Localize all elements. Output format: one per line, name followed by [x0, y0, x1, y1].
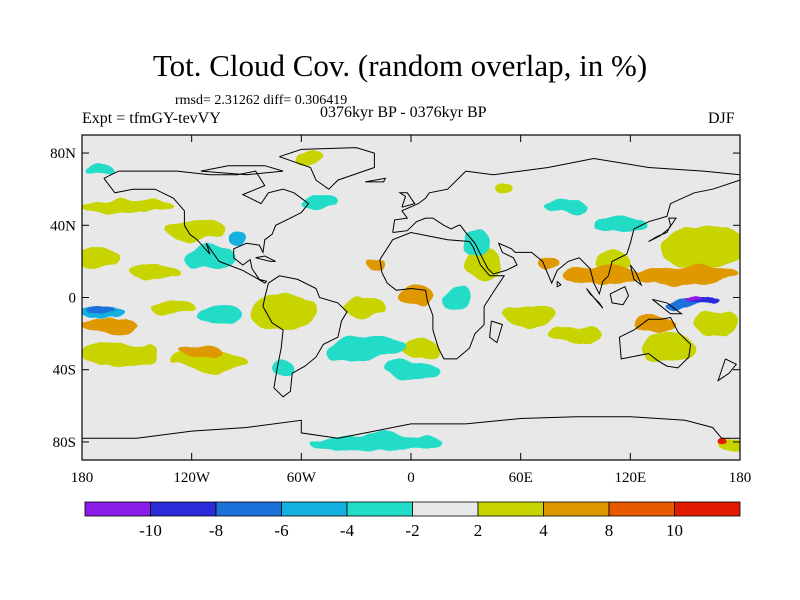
anomaly-region — [343, 297, 388, 316]
coastline — [365, 177, 387, 183]
experiment-label: Expt = tfmGY-tevVY — [82, 110, 221, 127]
anomaly-region — [178, 346, 223, 358]
colorbar-label: 10 — [666, 521, 683, 540]
colorbar-swatch — [674, 501, 741, 517]
x-tick-label: 180 — [729, 470, 752, 486]
anomaly-region — [635, 315, 680, 334]
colorbar-swatch — [215, 501, 282, 517]
anomaly-region — [310, 432, 439, 451]
coastline — [489, 320, 504, 344]
anomaly-region — [82, 342, 159, 368]
anomaly-region — [272, 360, 295, 379]
y-tick-label: 0 — [69, 291, 77, 307]
colorbar-swatch — [543, 501, 610, 517]
anomaly-region — [82, 200, 174, 215]
anomaly-region — [562, 266, 644, 285]
x-axis: 180 120W 60W 0 60E 120E 180 — [71, 135, 752, 486]
anomaly-region — [301, 194, 338, 213]
anomaly-region — [544, 200, 589, 215]
anomaly-region — [491, 180, 514, 191]
x-tick-label: 120E — [614, 470, 646, 486]
anomaly-region — [184, 245, 236, 271]
coastline — [717, 358, 738, 382]
anomaly-region — [365, 259, 384, 271]
anomaly-region — [659, 225, 740, 269]
coastline — [103, 170, 310, 284]
plot-title: Tot. Cloud Cov. (random overlap, in %) — [152, 48, 648, 83]
y-axis: 80N 40N 0 40S 80S — [50, 146, 740, 451]
anomaly-region — [685, 296, 704, 303]
coastline — [255, 255, 276, 262]
y-tick-label: 80S — [53, 435, 76, 451]
anomaly-region — [504, 306, 556, 325]
anomaly-region — [166, 218, 225, 240]
anomaly-region — [85, 306, 115, 314]
anomaly-region — [250, 293, 316, 331]
x-tick-label: 0 — [407, 470, 415, 486]
anomaly-region — [325, 335, 406, 361]
season-label: DJF — [708, 110, 735, 127]
colorbar-swatch — [84, 501, 151, 517]
colorbar-swatch — [608, 501, 675, 517]
coastline — [648, 217, 677, 242]
anomaly-region — [716, 438, 728, 446]
colorbar-label: -10 — [139, 521, 162, 540]
colorbar-label: -6 — [274, 521, 288, 540]
anomaly-region — [383, 360, 439, 379]
coastline — [556, 280, 562, 288]
anomaly-region — [82, 317, 137, 332]
coastline — [200, 165, 284, 176]
anomaly-region — [82, 246, 123, 269]
x-tick-label: 180 — [71, 470, 94, 486]
y-tick-label: 80N — [50, 146, 76, 162]
anomaly-region — [85, 165, 115, 177]
colorbar-swatch — [281, 501, 348, 517]
anomaly-region — [197, 306, 242, 325]
rmsd-diff-stats: rmsd= 2.31262 diff= 0.306419 — [175, 93, 348, 108]
coastline — [609, 286, 630, 306]
colorbar-label: 4 — [539, 521, 548, 540]
period-label: 0376kyr BP - 0376kyr BP — [320, 104, 487, 121]
coastline — [398, 192, 416, 208]
anomaly-region — [295, 149, 326, 164]
colorbar-label: 8 — [605, 521, 614, 540]
coastline — [82, 416, 740, 439]
coastline — [379, 231, 506, 360]
colorbar-swatch — [150, 501, 217, 517]
colorbar-label: -2 — [405, 521, 419, 540]
colorbar-label: -8 — [209, 521, 223, 540]
y-tick-label: 40N — [50, 218, 76, 234]
x-tick-label: 60W — [287, 470, 317, 486]
coastline — [618, 316, 692, 369]
coastline — [629, 264, 643, 287]
anomaly-region — [129, 265, 181, 280]
x-tick-label: 120W — [173, 470, 211, 486]
colorbar: -10 -8 -6 -4 -2 2 4 8 10 — [84, 501, 741, 540]
coastline — [651, 298, 684, 315]
colorbar-label: -4 — [340, 521, 355, 540]
anomaly-regions — [82, 149, 740, 451]
anomaly-region — [639, 333, 695, 363]
coastline — [392, 157, 740, 296]
anomaly-region — [401, 339, 439, 358]
colorbar-label: 2 — [474, 521, 483, 540]
coastline — [586, 288, 604, 309]
anomaly-region — [696, 311, 740, 338]
coastline — [279, 147, 375, 190]
anomaly-region — [151, 299, 196, 314]
x-tick-label: 60E — [509, 470, 533, 486]
coastlines — [82, 147, 740, 439]
colorbar-swatch — [412, 501, 479, 517]
anomaly-region — [630, 266, 740, 285]
anomaly-region — [548, 324, 603, 343]
anomaly-region — [442, 286, 472, 309]
coastline — [262, 275, 348, 398]
colorbar-swatch — [346, 501, 413, 517]
colorbar-swatch — [477, 501, 544, 517]
anomaly-region — [228, 232, 247, 247]
y-tick-label: 40S — [53, 363, 76, 379]
